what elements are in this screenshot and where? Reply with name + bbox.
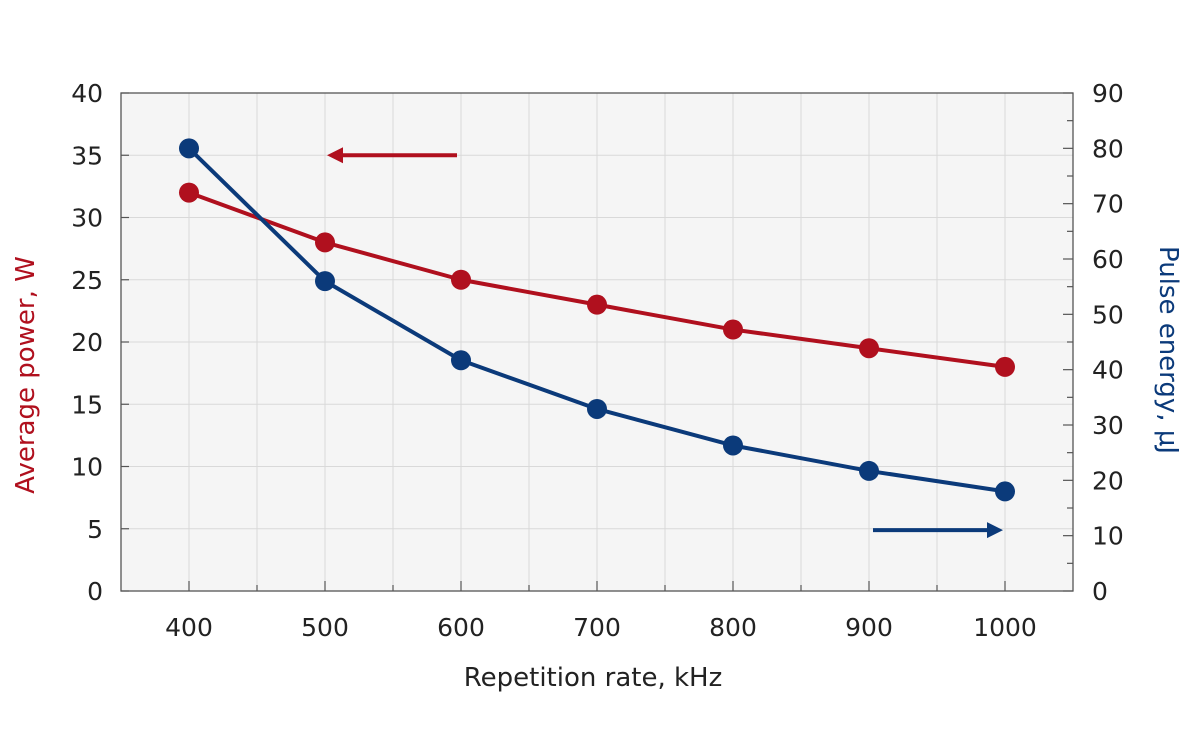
plot-area <box>120 92 1074 592</box>
right-y-tick-label: 70 <box>1092 190 1124 219</box>
right-y-tick-label: 50 <box>1092 300 1124 329</box>
x-tick-label: 400 <box>165 613 213 642</box>
pulse-energy-point <box>451 350 471 371</box>
pulse-energy-point <box>723 435 743 456</box>
pulse-energy-point <box>587 398 607 419</box>
average-power-point <box>859 338 879 359</box>
right-y-tick-label: 60 <box>1092 245 1124 274</box>
right-y-tick-label: 30 <box>1092 411 1124 440</box>
right-y-tick-label: 20 <box>1092 466 1124 495</box>
annotation-layer <box>327 147 1003 539</box>
right-y-tick-label: 0 <box>1092 577 1108 606</box>
x-tick-label: 900 <box>845 613 893 642</box>
x-tick-label: 600 <box>437 613 485 642</box>
average-power-point <box>179 182 199 203</box>
left-y-axis-title: Average power, W <box>11 256 41 494</box>
series-layer <box>179 138 1015 502</box>
right-y-axis: 0 10 20 30 40 50 60 70 80 90 <box>1063 79 1124 606</box>
right-y-tick-label: 90 <box>1092 79 1124 108</box>
left-y-tick-label: 35 <box>71 141 103 170</box>
left-y-tick-label: 20 <box>71 328 103 357</box>
right-y-tick-label: 10 <box>1092 522 1124 551</box>
pulse-energy-point <box>315 271 335 292</box>
x-tick-label: 700 <box>573 613 621 642</box>
average-power-point <box>587 294 607 315</box>
pulse-energy-point <box>179 138 199 159</box>
x-axis: 400 500 600 700 800 900 1000 <box>165 581 1037 642</box>
right-y-axis-title: Pulse energy, μJ <box>1153 246 1183 454</box>
left-y-tick-label: 25 <box>71 266 103 295</box>
right-y-tick-label: 40 <box>1092 356 1124 385</box>
average-power-point <box>723 319 743 340</box>
x-tick-label: 1000 <box>973 613 1037 642</box>
left-y-tick-label: 5 <box>87 515 103 544</box>
average-power-point <box>451 269 471 290</box>
average-power-point <box>995 356 1015 377</box>
average-power-point <box>315 232 335 253</box>
left-y-axis: 0 5 10 15 20 25 30 35 40 <box>71 79 129 606</box>
left-arrow-head <box>327 147 343 164</box>
right-y-tick-label: 80 <box>1092 134 1124 163</box>
x-axis-title: Repetition rate, kHz <box>464 663 722 693</box>
left-y-tick-label: 15 <box>71 390 103 419</box>
left-y-tick-label: 30 <box>71 204 103 233</box>
x-tick-label: 800 <box>709 613 757 642</box>
right-arrow-head <box>987 522 1003 539</box>
pulse-energy-point <box>995 481 1015 502</box>
left-y-tick-label: 10 <box>71 453 103 482</box>
left-y-tick-label: 40 <box>71 79 103 108</box>
x-tick-label: 500 <box>301 613 349 642</box>
left-y-tick-label: 0 <box>87 577 103 606</box>
pulse-energy-point <box>859 460 879 481</box>
